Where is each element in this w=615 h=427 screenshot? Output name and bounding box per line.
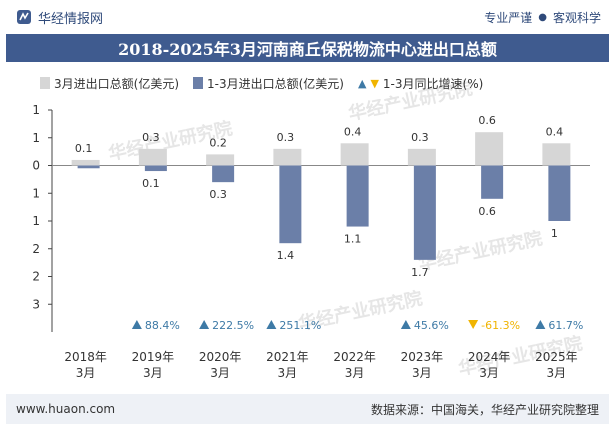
- triangle-down-icon: ▼: [370, 76, 379, 90]
- data-label-cumulative: 0.3: [209, 188, 227, 201]
- bar-cumulative: [413, 165, 436, 260]
- legend-label-cumulative: 1-3月进出口总额(亿美元): [207, 76, 344, 91]
- bar-cumulative: [77, 165, 100, 169]
- data-label-monthly: 0.4: [546, 125, 564, 138]
- bar-monthly: [407, 148, 436, 166]
- y-tick-label: 2: [32, 242, 40, 256]
- data-label-cumulative: 1.7: [411, 266, 429, 279]
- legend: 3月进出口总额(亿美元) 1-3月进出口总额(亿美元) ▲ ▼ 1-3月同比增速(…: [40, 74, 483, 92]
- bar-monthly: [542, 143, 571, 166]
- y-tick-label: 1: [32, 131, 40, 145]
- legend-item-growth: ▲ ▼ 1-3月同比增速(%): [358, 75, 483, 92]
- triangle-up-icon: ▲: [357, 76, 367, 90]
- x-tick-label: 2021年 3月: [266, 350, 309, 380]
- data-label-cumulative: 0.6: [478, 205, 496, 218]
- growth-up-marker: [400, 320, 411, 329]
- growth-up-marker: [199, 320, 210, 329]
- bar-monthly: [138, 148, 167, 166]
- bar-cumulative: [346, 165, 369, 227]
- growth-up-marker: [535, 320, 546, 329]
- legend-swatch-gray: [40, 77, 50, 89]
- y-tick-label: 1: [32, 103, 40, 117]
- bar-monthly: [475, 132, 504, 166]
- brand-name: 华经情报网: [38, 11, 104, 27]
- footer-website[interactable]: www.huaon.com: [16, 402, 116, 416]
- growth-up-marker: [131, 320, 142, 329]
- bar-cumulative: [481, 165, 504, 199]
- slogan-right: 客观科学: [552, 10, 601, 25]
- top-bar: 华经情报网 专业严谨 ● 客观科学: [0, 0, 615, 34]
- data-label-cumulative: 1: [551, 227, 558, 240]
- legend-item-monthly: 3月进出口总额(亿美元): [40, 75, 179, 92]
- bar-monthly: [273, 148, 302, 166]
- data-label-monthly: 0.1: [75, 142, 93, 155]
- footer: www.huaon.com 数据来源：中国海关，华经产业研究院整理: [6, 394, 609, 424]
- x-tick-label: 2018年 3月: [64, 350, 107, 380]
- data-label-cumulative: 0.1: [142, 177, 160, 190]
- data-label-growth: 222.5%: [212, 319, 254, 332]
- bar-cumulative: [144, 165, 167, 172]
- y-tick-label: 3: [32, 297, 40, 311]
- bar-cumulative: [548, 165, 571, 221]
- slogan: 专业严谨 ● 客观科学: [484, 9, 601, 26]
- y-tick-label: 0: [32, 159, 40, 173]
- data-label-monthly: 0.3: [142, 131, 160, 144]
- bar-monthly: [71, 159, 100, 166]
- legend-item-cumulative: 1-3月进出口总额(亿美元): [193, 75, 344, 92]
- brand-logo-icon: [17, 10, 31, 24]
- growth-up-marker: [266, 320, 277, 329]
- data-label-growth: 45.6%: [414, 319, 449, 332]
- x-tick-label: 2020年 3月: [199, 350, 242, 380]
- x-tick-label: 2024年 3月: [468, 350, 511, 380]
- data-label-growth: 88.4%: [145, 319, 180, 332]
- data-label-monthly: 0.3: [277, 131, 295, 144]
- y-tick-label: 1: [32, 214, 40, 228]
- y-tick-label: 2: [32, 270, 40, 284]
- legend-label-monthly: 3月进出口总额(亿美元): [54, 76, 179, 91]
- data-label-monthly: 0.6: [478, 114, 496, 127]
- data-label-monthly: 0.2: [209, 136, 227, 149]
- x-tick-label: 2023年 3月: [401, 350, 444, 380]
- chart-title: 2018-2025年3月河南商丘保税物流中心进出口总额: [6, 34, 609, 62]
- data-label-growth: -61.3%: [481, 319, 520, 332]
- x-tick-label: 2019年 3月: [132, 350, 175, 380]
- footer-source: 数据来源：中国海关，华经产业研究院整理: [370, 402, 599, 417]
- data-label-growth: 251.1%: [279, 319, 321, 332]
- bar-cumulative: [212, 165, 235, 183]
- slogan-left: 专业严谨: [484, 10, 533, 25]
- data-label-growth: 61.7%: [548, 319, 583, 332]
- x-tick-label: 2025年 3月: [535, 350, 578, 380]
- legend-label-growth: 1-3月同比增速(%): [382, 76, 484, 91]
- legend-swatch-blue: [193, 77, 203, 89]
- x-tick-label: 2022年 3月: [333, 350, 376, 380]
- brand[interactable]: 华经情报网: [16, 8, 103, 27]
- bar-cumulative: [279, 165, 302, 244]
- growth-down-marker: [468, 320, 479, 329]
- data-label-cumulative: 1.1: [344, 233, 362, 246]
- bar-monthly: [206, 154, 235, 166]
- bar-monthly: [340, 143, 369, 166]
- separator-dot-icon: ●: [538, 11, 547, 23]
- data-label-cumulative: 1.4: [277, 249, 295, 262]
- y-tick-label: 1: [32, 186, 40, 200]
- data-label-monthly: 0.4: [344, 125, 362, 138]
- data-label-monthly: 0.3: [411, 131, 429, 144]
